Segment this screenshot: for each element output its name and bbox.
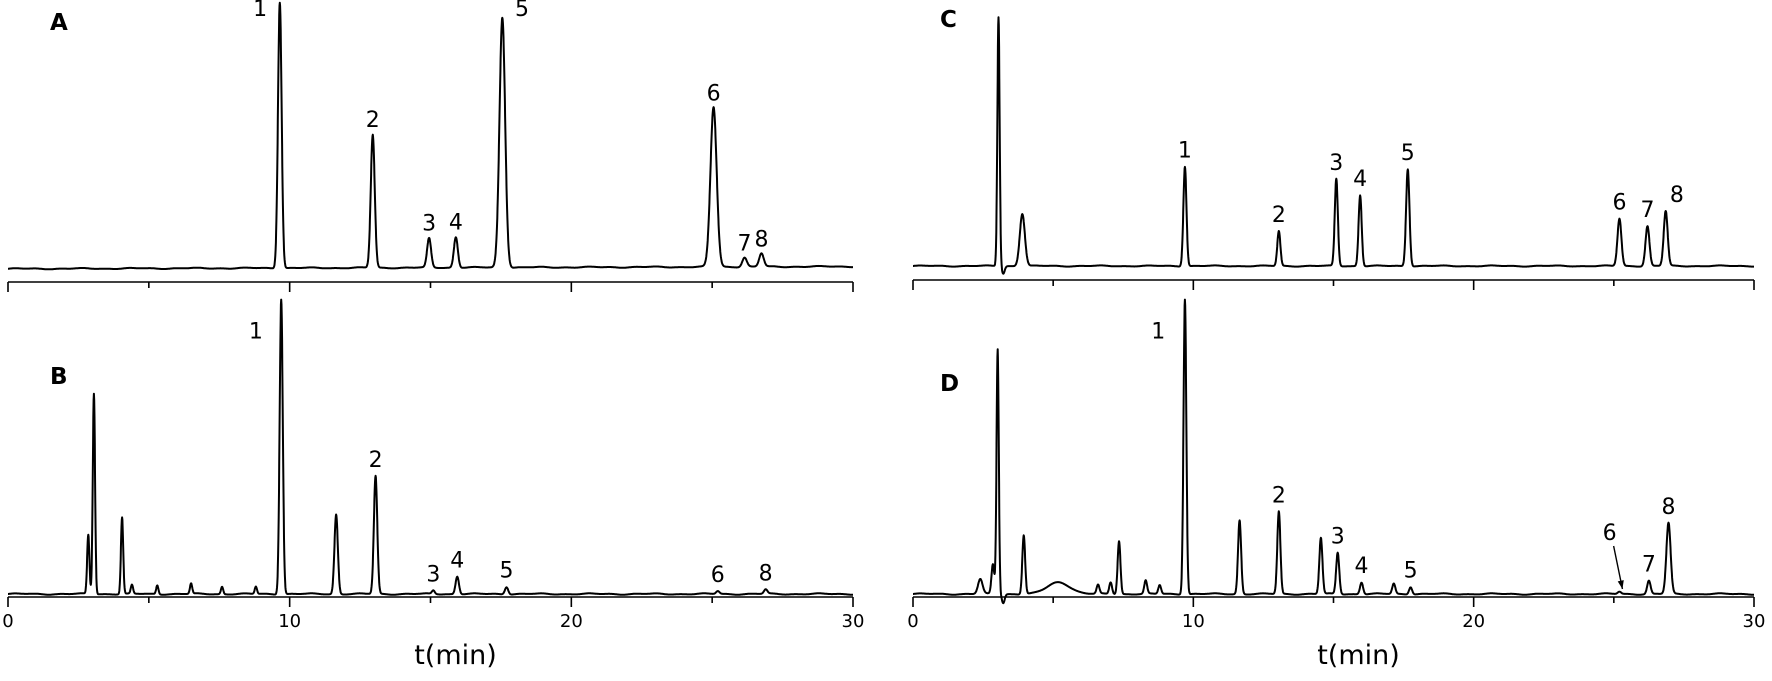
peak-label-b-5: 5 [500,559,514,584]
peak-label-a-1: 1 [253,0,267,22]
peak-label-b-2: 2 [369,448,383,473]
peak-label-b-3: 3 [426,562,440,587]
peak-label-d-3: 3 [1331,525,1345,550]
peak-label-d-6: 6 [1603,521,1617,546]
peak-arrowhead-d-6 [1617,580,1624,589]
panel-label-a: A [50,10,68,36]
x-tick-label-b-30: 30 [842,611,865,632]
peak-label-a-3: 3 [422,212,436,237]
x-tick-label-d-20: 20 [1462,611,1485,632]
peak-label-c-4: 4 [1353,167,1367,192]
trace-c [912,16,1755,275]
x-tick-label-d-10: 10 [1182,611,1205,632]
peak-label-c-5: 5 [1401,141,1415,166]
x-axis-title-b: t(min) [414,640,497,671]
x-tick-label-b-20: 20 [560,611,583,632]
peak-label-c-2: 2 [1272,203,1286,228]
trace-d [912,298,1755,605]
x-tick-label-b-10: 10 [278,611,301,632]
peak-label-a-8: 8 [754,228,768,253]
peak-label-a-2: 2 [366,108,380,133]
panel-label-d: D [940,371,959,397]
peak-label-a-7: 7 [738,232,752,257]
peak-label-d-5: 5 [1404,559,1418,584]
peak-label-c-7: 7 [1640,198,1654,223]
trace-a [7,1,854,271]
panel-label-b: B [50,364,68,390]
peak-label-c-6: 6 [1612,191,1626,216]
x-tick-label-d-30: 30 [1743,611,1766,632]
peak-label-b-4: 4 [450,548,464,573]
peak-label-d-8: 8 [1661,495,1675,520]
trace-b [7,298,854,596]
x-axis-title-d: t(min) [1317,640,1400,671]
peak-label-d-2: 2 [1272,483,1286,508]
peak-label-a-5: 5 [515,0,529,22]
peak-label-b-1: 1 [249,319,263,344]
peak-label-d-7: 7 [1642,553,1656,578]
peak-label-a-4: 4 [449,210,463,235]
peak-label-a-6: 6 [707,81,721,106]
peak-label-c-1: 1 [1178,138,1192,163]
peak-label-c-3: 3 [1329,151,1343,176]
x-tick-label-b-0: 0 [2,611,13,632]
x-tick-label-d-0: 0 [907,611,918,632]
peak-label-d-4: 4 [1355,554,1369,579]
peak-label-c-8: 8 [1670,183,1684,208]
peak-label-d-1: 1 [1151,319,1165,344]
peak-label-b-8: 8 [759,562,773,587]
panel-label-c: C [940,7,957,33]
peak-label-b-6: 6 [711,563,725,588]
